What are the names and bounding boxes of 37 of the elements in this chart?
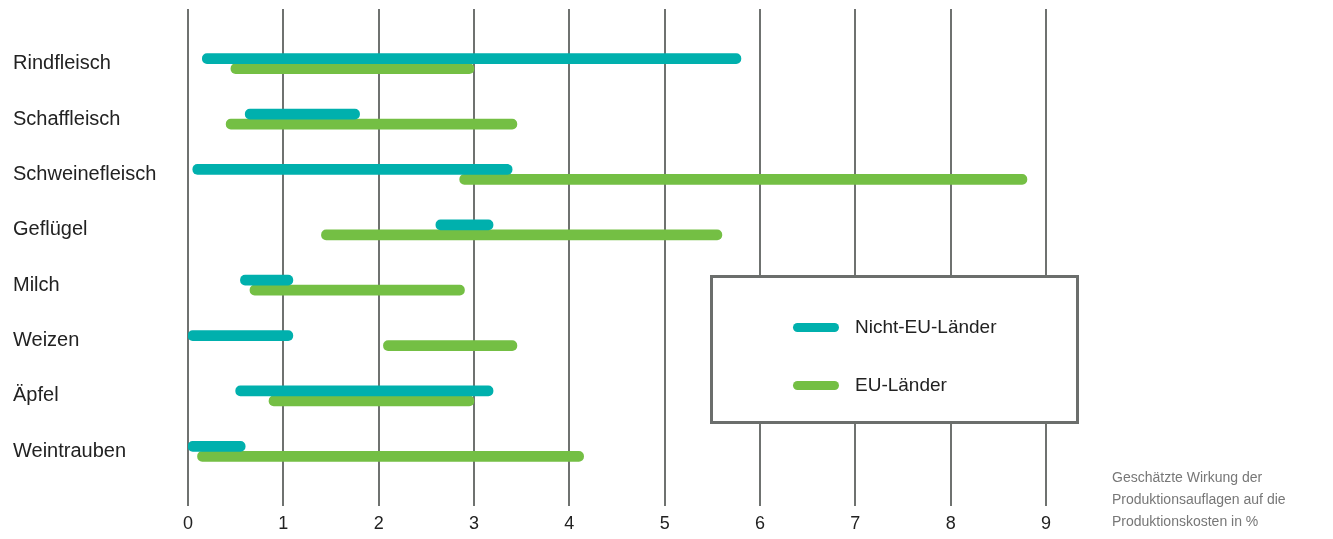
x-tick-label: 5	[659, 512, 670, 533]
y-tick-label: Äpfel	[13, 383, 59, 406]
bar	[188, 440, 246, 452]
bar	[235, 385, 494, 397]
y-tick-label: Weizen	[13, 328, 80, 351]
bar	[192, 164, 513, 175]
x-tick-label: 0	[182, 512, 194, 533]
legend-label: EU-Länder	[855, 374, 947, 396]
x-tick-label: 4	[564, 512, 575, 533]
y-tick-label: Geflügel	[13, 217, 88, 240]
bar	[268, 395, 475, 407]
y-tick-label: Milch	[13, 272, 60, 295]
legend-label: Nicht-EU-Länder	[855, 316, 997, 338]
bar	[240, 274, 294, 286]
bar	[321, 229, 723, 241]
y-tick-label: Schaffleisch	[13, 106, 121, 129]
x-tick-label: 8	[945, 512, 956, 533]
y-tick-label: Schweinefleisch	[13, 161, 157, 184]
bar	[383, 340, 518, 351]
bar	[244, 108, 360, 120]
bar	[197, 450, 584, 462]
bar	[435, 219, 494, 231]
bar	[201, 53, 742, 65]
x-tick-label: 2	[373, 512, 384, 533]
y-tick-label: Rindfleisch	[13, 51, 111, 74]
x-tick-label: 1	[278, 512, 289, 533]
bar	[249, 284, 465, 296]
y-tick-label: Weintrauben	[13, 438, 127, 461]
x-tick-label: 3	[468, 512, 480, 533]
x-axis-title: Geschätzte Wirkung der Produktionsauflagen auf die Produktionskosten in %	[1112, 468, 1287, 531]
x-tick-label: 7	[850, 512, 861, 533]
bar	[230, 63, 475, 75]
x-tick-label: 6	[754, 512, 766, 533]
bar	[188, 330, 294, 341]
bar	[225, 118, 518, 130]
bar	[459, 174, 1028, 185]
x-tick-label: 9	[1040, 512, 1052, 533]
